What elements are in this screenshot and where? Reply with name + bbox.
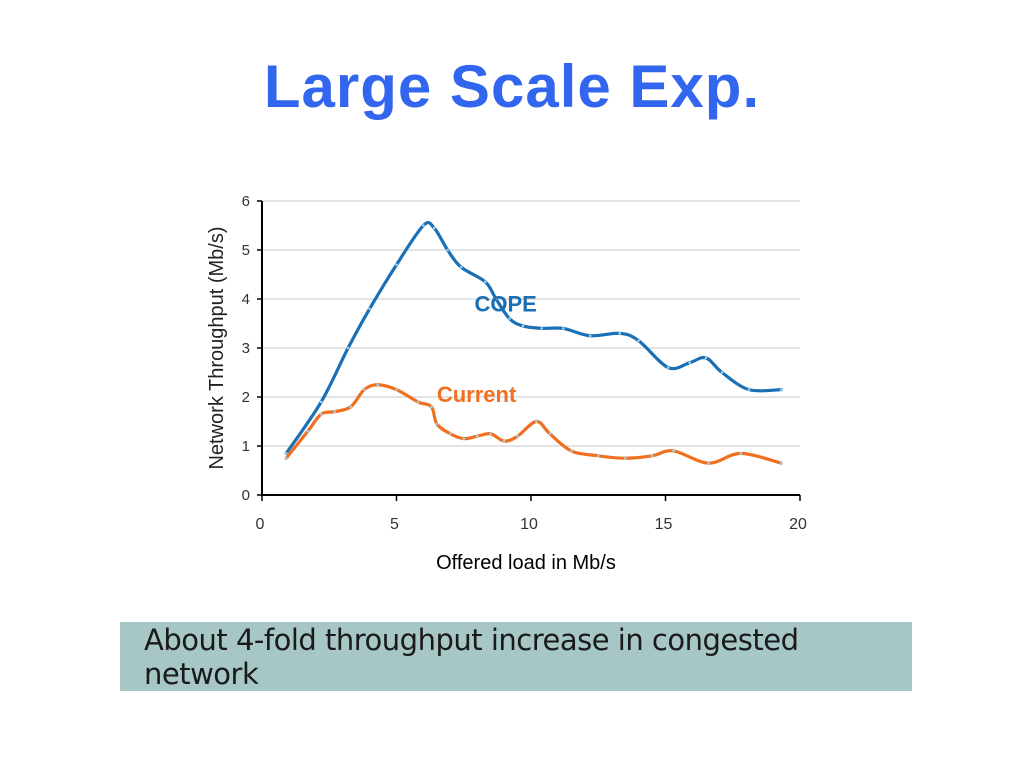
data-point-current — [502, 439, 506, 443]
data-point-current — [570, 449, 573, 453]
y-tick-label: 1 — [242, 438, 250, 455]
data-point-current — [395, 388, 398, 391]
data-point-cope — [284, 452, 288, 455]
data-point-current — [362, 388, 366, 391]
data-point-current — [516, 434, 519, 438]
data-point-current — [548, 432, 552, 436]
data-point-current — [449, 432, 452, 436]
x-tick-label: 5 — [390, 516, 399, 533]
y-axis-title: Network Throughput (Mb/s) — [206, 226, 228, 469]
y-tick-label: 3 — [242, 340, 250, 357]
data-point-current — [596, 454, 600, 458]
data-point-current — [416, 400, 420, 404]
data-point-current — [284, 456, 288, 460]
data-point-current — [489, 432, 492, 436]
x-tick-label: 0 — [256, 516, 265, 533]
data-point-current — [349, 405, 353, 409]
slide-title: Large Scale Exp. — [263, 53, 761, 120]
data-point-cope — [637, 339, 640, 342]
data-point-cope — [779, 388, 783, 391]
data-point-cope — [666, 366, 670, 369]
data-point-cope — [704, 356, 708, 360]
x-tick-label: 15 — [655, 516, 673, 533]
data-point-cope — [618, 332, 622, 335]
data-point-current — [707, 461, 710, 465]
data-point-current — [623, 456, 627, 460]
data-point-current — [376, 383, 379, 387]
data-point-current — [333, 410, 336, 413]
data-point-current — [739, 452, 743, 455]
series-label-current: Current — [437, 382, 517, 407]
series-label-cope: COPE — [475, 291, 537, 316]
y-tick-label: 6 — [242, 193, 250, 210]
data-point-cope — [747, 388, 751, 391]
x-tick-label: 20 — [789, 516, 807, 533]
data-point-cope — [459, 265, 463, 269]
data-point-cope — [346, 346, 350, 350]
data-point-cope — [319, 400, 323, 404]
data-point-cope — [720, 371, 724, 374]
data-point-current — [306, 430, 310, 433]
x-axis-title: Offered load in Mb/s — [436, 552, 616, 574]
data-point-cope — [521, 324, 525, 328]
data-point-cope — [688, 361, 692, 364]
y-tick-label: 2 — [242, 389, 250, 406]
data-point-current — [430, 405, 433, 409]
data-point-current — [475, 434, 479, 438]
data-point-current — [435, 422, 439, 426]
data-point-current — [650, 454, 654, 458]
y-tick-label: 4 — [242, 291, 250, 308]
data-point-cope — [588, 334, 592, 338]
data-point-cope — [508, 317, 511, 320]
series-line-cope — [284, 220, 783, 455]
data-point-cope — [395, 263, 398, 266]
data-point-cope — [368, 307, 371, 311]
y-tick-label: 5 — [242, 242, 250, 259]
caption-banner: About 4-fold throughput increase in cong… — [120, 622, 912, 691]
data-point-current — [535, 420, 538, 423]
caption-text: About 4-fold throughput increase in cong… — [144, 622, 799, 691]
data-point-current — [779, 461, 783, 465]
data-point-current — [672, 449, 675, 453]
data-point-cope — [540, 327, 544, 330]
y-tick-label: 0 — [242, 487, 250, 504]
data-point-cope — [561, 327, 565, 330]
data-point-current — [462, 437, 466, 440]
x-tick-label: 10 — [520, 516, 538, 533]
data-point-cope — [432, 226, 436, 230]
line-chart: 0 1 2 3 4 5 6 0 5 10 15 20 Network Throughput (Mb/s)… — [206, 193, 807, 533]
data-point-cope — [446, 248, 449, 252]
data-point-cope — [422, 224, 425, 227]
data-point-cope — [483, 280, 487, 284]
data-point-cope — [494, 297, 498, 301]
data-point-current — [319, 412, 323, 416]
